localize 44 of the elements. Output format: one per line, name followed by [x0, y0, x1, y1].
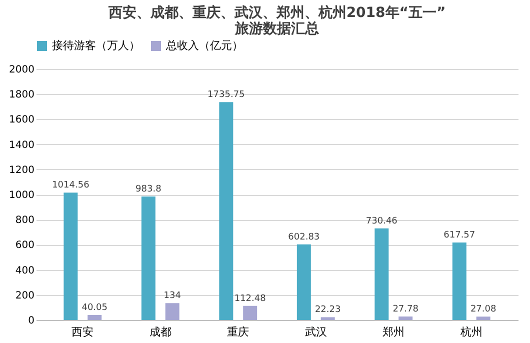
data-label: 27.78: [392, 304, 419, 315]
bar: [398, 316, 413, 320]
y-tick-label: 0: [28, 316, 34, 326]
bar: [88, 314, 102, 320]
data-label: 40.05: [82, 302, 108, 313]
legend-label: 接待游客（万人）: [52, 39, 140, 52]
data-label: 983.8: [136, 184, 162, 195]
bar: [320, 317, 335, 320]
chart-title: 西安、成都、重庆、武汉、郑州、杭州2018年“五一”旅游数据汇总: [107, 4, 446, 37]
bar: [165, 303, 180, 320]
data-label: 134: [164, 291, 182, 302]
data-label: 112.48: [234, 294, 266, 304]
x-tick-label: 西安: [72, 326, 94, 338]
bar: [374, 228, 389, 320]
y-tick-label: 800: [15, 215, 34, 226]
data-label: 27.08: [470, 304, 496, 315]
y-tick-label: 1600: [9, 114, 34, 126]
y-tick-label: 200: [15, 290, 34, 302]
bar: [64, 192, 78, 320]
y-tick-label: 600: [15, 240, 34, 252]
data-label: 1735.75: [208, 90, 245, 100]
x-tick-label: 重庆: [227, 326, 250, 338]
y-tick-label: 1200: [9, 164, 34, 176]
bar: [141, 196, 156, 320]
data-label: 1014.56: [52, 180, 90, 191]
x-tick-label: 成都: [149, 326, 172, 338]
x-tick-label: 武汉: [304, 326, 327, 338]
y-tick-label: 400: [15, 265, 34, 276]
data-label: 730.46: [366, 216, 398, 226]
data-label: 22.23: [314, 305, 341, 316]
legend-label: 总收入（亿元）: [165, 39, 243, 52]
bar: [452, 242, 466, 320]
y-tick-label: 1800: [9, 90, 34, 101]
x-tick-label: 郑州: [382, 326, 405, 338]
bar: [296, 244, 311, 320]
bar: [476, 316, 490, 320]
y-tick-label: 1000: [9, 190, 34, 201]
data-label: 602.83: [288, 232, 320, 242]
data-label: 617.57: [444, 230, 476, 240]
bar: [219, 102, 234, 320]
y-tick-label: 1400: [9, 140, 34, 151]
x-tick-label: 杭州: [459, 326, 482, 338]
bar: [243, 306, 258, 320]
y-tick-label: 2000: [9, 64, 34, 76]
